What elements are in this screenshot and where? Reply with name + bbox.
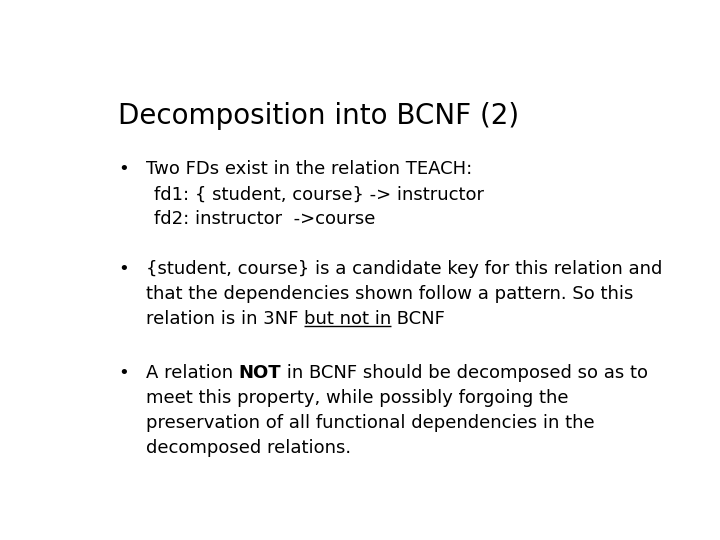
Text: •: • bbox=[118, 160, 129, 178]
Text: Two FDs exist in the relation TEACH:: Two FDs exist in the relation TEACH: bbox=[145, 160, 472, 178]
Text: decomposed relations.: decomposed relations. bbox=[145, 439, 351, 457]
Text: Decomposition into BCNF (2): Decomposition into BCNF (2) bbox=[118, 102, 519, 130]
Text: preservation of all functional dependencies in the: preservation of all functional dependenc… bbox=[145, 414, 595, 432]
Text: BCNF: BCNF bbox=[391, 310, 445, 328]
Text: in BCNF should be decomposed so as to: in BCNF should be decomposed so as to bbox=[282, 364, 648, 382]
Text: {student, course} is a candidate key for this relation and: {student, course} is a candidate key for… bbox=[145, 260, 662, 278]
Text: but not in: but not in bbox=[304, 310, 391, 328]
Text: fd1: { student, course} -> instructor: fd1: { student, course} -> instructor bbox=[154, 185, 484, 204]
Text: •: • bbox=[118, 364, 129, 382]
Text: •: • bbox=[118, 260, 129, 278]
Text: NOT: NOT bbox=[238, 364, 282, 382]
Text: that the dependencies shown follow a pattern. So this: that the dependencies shown follow a pat… bbox=[145, 285, 633, 303]
Text: fd2: instructor  ->course: fd2: instructor ->course bbox=[154, 210, 376, 228]
Text: meet this property, while possibly forgoing the: meet this property, while possibly forgo… bbox=[145, 389, 568, 407]
Text: relation is in 3NF: relation is in 3NF bbox=[145, 310, 304, 328]
Text: A relation: A relation bbox=[145, 364, 238, 382]
